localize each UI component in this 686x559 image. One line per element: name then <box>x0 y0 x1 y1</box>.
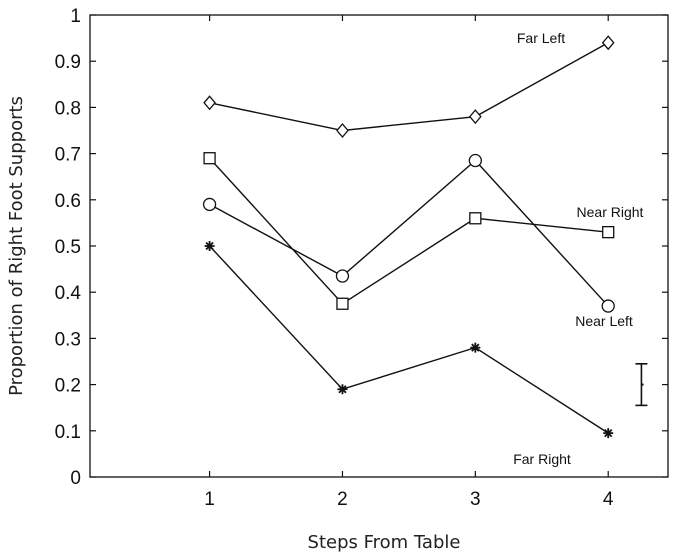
y-tick-label: 0.1 <box>55 422 81 443</box>
series-label-far-left: Far Left <box>517 30 565 46</box>
series-label-near-right: Near Right <box>577 204 644 220</box>
y-tick-label: 0.2 <box>55 376 81 397</box>
series-layer <box>202 35 615 439</box>
data-point <box>336 297 349 310</box>
data-point <box>203 95 216 111</box>
data-point <box>469 212 482 225</box>
series-label-far-right: Far Right <box>513 451 571 467</box>
x-tick-label: 2 <box>337 489 348 510</box>
data-point <box>603 428 614 439</box>
data-point <box>335 269 350 283</box>
data-point <box>468 153 482 168</box>
plot-frame <box>89 14 669 478</box>
data-point <box>337 384 348 395</box>
series-line <box>209 245 609 434</box>
x-tick-label: 3 <box>470 489 481 510</box>
y-axis: 0 0.1 0.2 0.3 0.4 0.5 0.6 0.7 0.8 0.9 1 <box>55 6 668 489</box>
error-bar-center <box>641 383 644 386</box>
series-far-left <box>203 35 615 139</box>
y-tick-label: 0.4 <box>55 283 82 304</box>
x-axis: 1 2 3 4 <box>204 15 614 510</box>
error-bar <box>635 363 648 407</box>
y-tick-label: 1 <box>70 6 81 27</box>
series-line <box>209 42 609 132</box>
series-near-left <box>202 153 615 313</box>
x-axis-title: Steps From Table <box>308 532 461 553</box>
data-point <box>601 299 615 313</box>
data-point <box>468 109 482 125</box>
data-point <box>602 225 615 239</box>
data-point <box>202 197 217 212</box>
data-point <box>203 152 216 165</box>
series-line <box>209 157 609 305</box>
data-point <box>470 342 481 353</box>
y-tick-label: 0.8 <box>55 98 81 119</box>
y-tick-label: 0.3 <box>55 329 81 350</box>
y-tick-label: 0.5 <box>55 237 81 258</box>
y-axis-title: Proportion of Right Foot Supports <box>6 96 27 396</box>
data-point <box>601 35 615 51</box>
x-tick-label: 4 <box>603 489 614 510</box>
series-far-right <box>204 241 614 439</box>
y-tick-label: 0 <box>70 468 81 489</box>
data-point <box>336 122 349 139</box>
y-tick-label: 0.9 <box>55 52 81 73</box>
series-line <box>209 159 609 307</box>
data-point <box>204 241 215 251</box>
x-tick-label: 1 <box>204 489 215 510</box>
y-tick-label: 0.6 <box>55 191 81 212</box>
series-near-right <box>203 152 615 310</box>
y-tick-label: 0.7 <box>55 145 81 166</box>
series-label-near-left: Near Left <box>575 313 633 329</box>
